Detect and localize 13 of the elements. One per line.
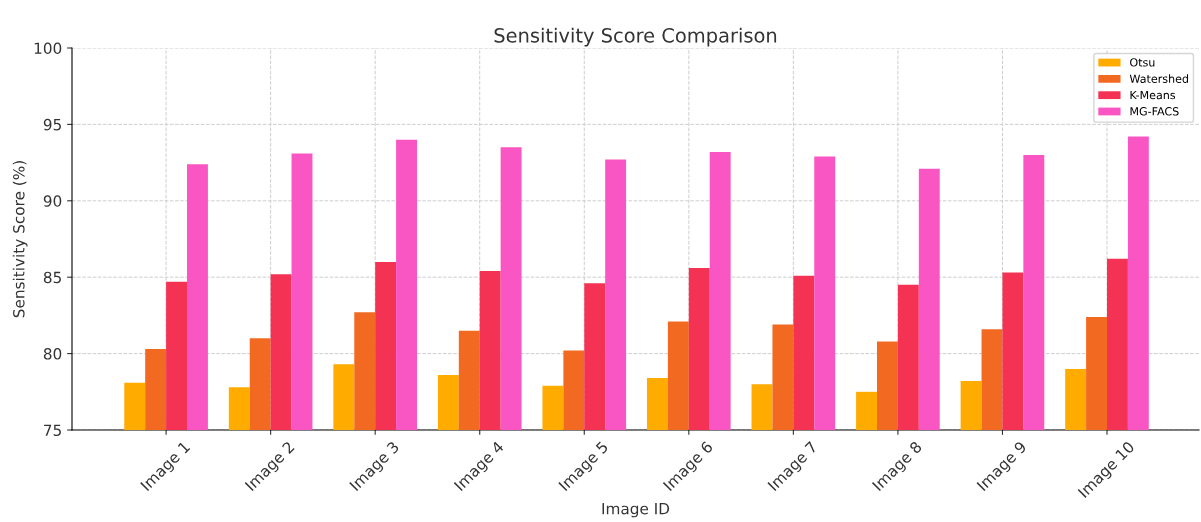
legend-label: K-Means — [1130, 90, 1176, 100]
x-axis-title: Image ID — [602, 503, 670, 518]
y-axis-title: Sensitivity Score (%) — [12, 161, 28, 318]
y-tick-label: 85 — [43, 271, 61, 284]
chart-title: Sensitivity Score Comparison — [494, 27, 777, 47]
y-tick-label: 90 — [43, 195, 62, 207]
legend-label: MG-FACS — [1130, 107, 1179, 116]
legend-label: Watershed — [1129, 74, 1188, 83]
y-tick-label: 100 — [34, 42, 62, 55]
legend-label: Otsu — [1130, 58, 1155, 67]
y-tick-label: 75 — [44, 424, 61, 437]
y-tick-label: 95 — [43, 118, 61, 131]
y-tick-label: 80 — [43, 348, 62, 360]
